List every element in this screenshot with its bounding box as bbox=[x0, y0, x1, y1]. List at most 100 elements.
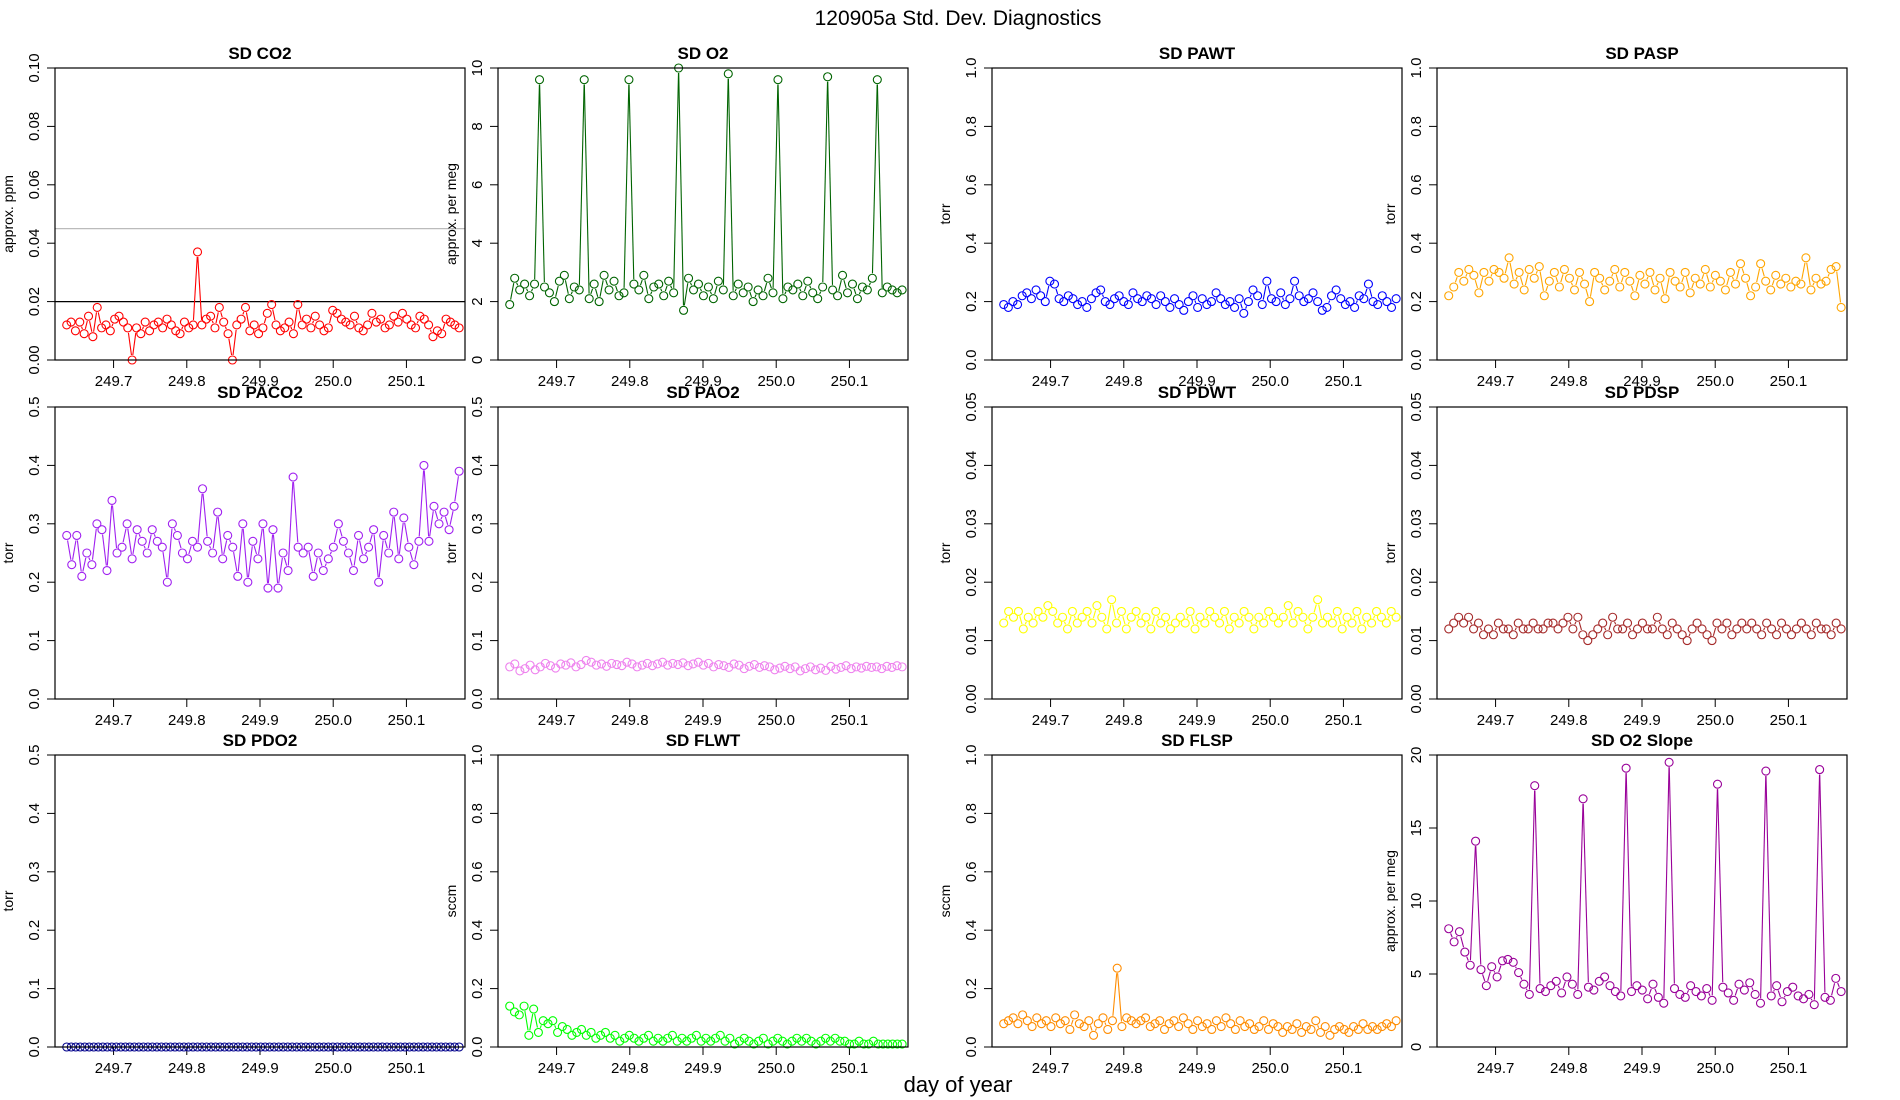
data-point bbox=[1811, 273, 1821, 283]
series-segment bbox=[153, 534, 156, 537]
data-point bbox=[678, 658, 688, 668]
data-point bbox=[1082, 606, 1092, 616]
series-segment bbox=[1620, 773, 1627, 991]
data-point bbox=[1215, 618, 1225, 628]
data-point bbox=[1690, 273, 1700, 283]
series-segment bbox=[1104, 1022, 1107, 1026]
data-point bbox=[831, 664, 841, 674]
series-segment bbox=[1357, 616, 1361, 625]
data-point bbox=[1756, 259, 1766, 269]
series-segment bbox=[67, 540, 72, 560]
data-point bbox=[1650, 285, 1660, 295]
data-point bbox=[1313, 595, 1323, 605]
data-point bbox=[389, 311, 399, 321]
data-point bbox=[206, 311, 216, 321]
data-point bbox=[1347, 618, 1357, 628]
data-point bbox=[782, 1039, 792, 1049]
data-point bbox=[1195, 612, 1205, 622]
series-segment bbox=[1240, 615, 1243, 619]
data-point bbox=[1627, 630, 1638, 640]
data-point bbox=[310, 311, 320, 321]
data-point bbox=[1530, 781, 1540, 791]
data-point bbox=[778, 294, 788, 304]
y-tick-label: 0.6 bbox=[963, 861, 980, 882]
data-point bbox=[1449, 282, 1459, 292]
data-point bbox=[1751, 282, 1761, 292]
y-tick-label: 0.3 bbox=[26, 861, 43, 882]
data-point bbox=[232, 320, 242, 330]
data-point bbox=[1060, 1016, 1070, 1026]
data-point bbox=[586, 657, 596, 667]
series-segment bbox=[526, 288, 529, 292]
data-point bbox=[591, 660, 601, 670]
series-segment bbox=[1663, 767, 1670, 999]
data-point bbox=[248, 536, 258, 546]
data-point bbox=[1509, 279, 1519, 289]
data-point bbox=[303, 542, 313, 552]
series-segment bbox=[202, 493, 208, 537]
data-point bbox=[1548, 618, 1558, 628]
data-point bbox=[1216, 294, 1226, 304]
data-point bbox=[66, 317, 76, 327]
data-point bbox=[1363, 1024, 1373, 1035]
data-point bbox=[1111, 618, 1122, 628]
series-segment bbox=[853, 288, 857, 295]
data-point bbox=[1183, 297, 1193, 307]
panel-title: SD PDWT bbox=[1158, 383, 1237, 402]
data-point bbox=[877, 664, 887, 674]
data-point bbox=[1282, 1022, 1292, 1032]
series-segment bbox=[101, 534, 107, 566]
data-point bbox=[1273, 1022, 1283, 1032]
data-point bbox=[826, 661, 836, 671]
series-segment bbox=[272, 534, 279, 584]
series-segment bbox=[564, 280, 569, 294]
series-segment bbox=[1338, 616, 1342, 625]
series-segment bbox=[1196, 621, 1199, 625]
series-segment bbox=[1819, 774, 1826, 993]
data-point bbox=[620, 1033, 630, 1043]
data-point bbox=[1353, 1024, 1363, 1035]
data-point bbox=[1337, 624, 1347, 634]
data-point bbox=[313, 548, 323, 558]
data-point bbox=[770, 665, 780, 675]
series-segment bbox=[664, 285, 668, 292]
data-point bbox=[1580, 279, 1590, 289]
data-point bbox=[515, 285, 525, 295]
data-point bbox=[849, 1039, 859, 1049]
data-point bbox=[1349, 1022, 1359, 1032]
series-segment bbox=[628, 84, 635, 280]
data-point bbox=[1362, 612, 1372, 622]
y-tick-label: 0.00 bbox=[1408, 684, 1425, 713]
data-point bbox=[708, 294, 718, 304]
y-tick-label: 15 bbox=[1408, 820, 1425, 837]
x-tick-label: 249.9 bbox=[1178, 1060, 1216, 1077]
data-point bbox=[1183, 1019, 1193, 1029]
data-point bbox=[1741, 273, 1751, 283]
series-segment bbox=[1353, 615, 1356, 619]
series-segment bbox=[181, 326, 184, 330]
data-point bbox=[1553, 624, 1563, 634]
data-point bbox=[192, 247, 203, 257]
data-point bbox=[182, 554, 193, 564]
x-tick-label: 249.7 bbox=[538, 712, 576, 729]
series-segment bbox=[329, 551, 332, 555]
data-point bbox=[1239, 606, 1249, 616]
plot-frame bbox=[54, 406, 466, 700]
data-point bbox=[1791, 276, 1801, 286]
series-segment bbox=[122, 528, 127, 543]
data-point bbox=[1777, 997, 1787, 1007]
plot-frame bbox=[54, 67, 466, 361]
series-segment bbox=[1343, 621, 1346, 625]
x-tick-label: 249.7 bbox=[538, 373, 576, 390]
data-point bbox=[444, 525, 454, 535]
data-point bbox=[754, 662, 764, 673]
data-point bbox=[600, 1027, 610, 1037]
data-point bbox=[800, 664, 810, 674]
series-segment bbox=[1535, 270, 1538, 274]
series-segment bbox=[1686, 989, 1690, 994]
data-point bbox=[1637, 618, 1647, 628]
data-point bbox=[429, 501, 439, 511]
data-point bbox=[1126, 1016, 1136, 1026]
series-segment bbox=[1328, 300, 1331, 303]
series-segment bbox=[449, 511, 454, 525]
